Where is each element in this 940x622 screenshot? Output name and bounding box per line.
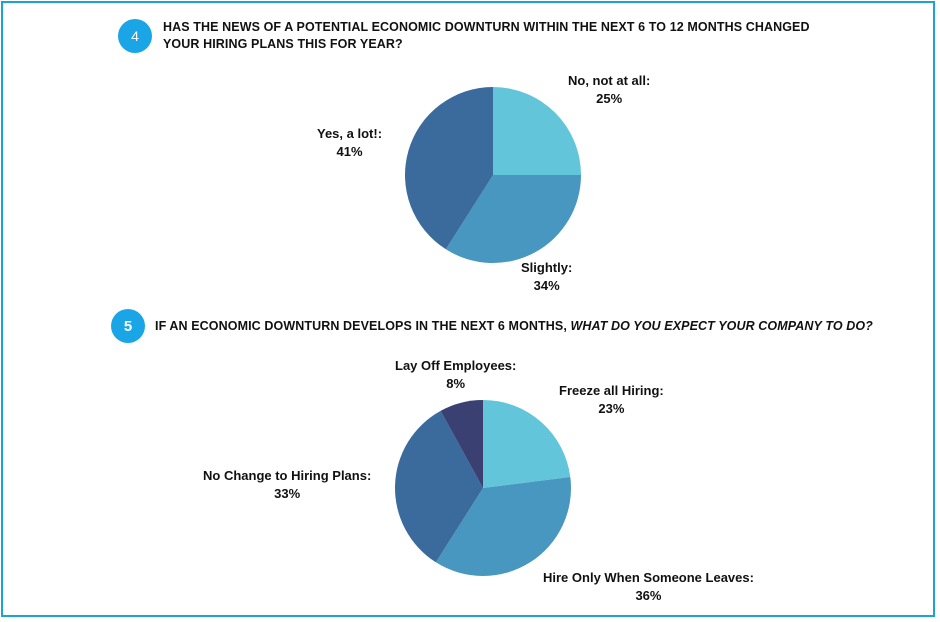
slice-label-lay-off-employees: Lay Off Employees: 8% xyxy=(395,357,516,393)
question-4-text: HAS THE NEWS OF A POTENTIAL ECONOMIC DOW… xyxy=(163,20,810,51)
slice-label-no-change-to-hiring-plans: No Change to Hiring Plans: 33% xyxy=(203,467,371,503)
slice-label-text: No, not at all: xyxy=(568,73,651,88)
pie-slice-lay-off-employees xyxy=(440,400,483,488)
question-5-text-plain: IF AN ECONOMIC DOWNTURN DEVELOPS IN THE … xyxy=(155,319,571,333)
pie-chart-hiring-plans-change xyxy=(404,87,581,263)
slice-label-hire-only-when-someone-leaves: Hire Only When Someone Leaves: 36% xyxy=(543,569,754,605)
slice-label-text: Lay Off Employees: xyxy=(395,358,517,373)
slice-label-value: 34% xyxy=(533,278,560,293)
slice-label-value: 8% xyxy=(446,376,466,391)
slice-label-yes-a-lot: Yes, a lot!: 41% xyxy=(317,125,382,161)
slice-label-no-not-at-all: No, not at all: 25% xyxy=(568,72,650,108)
slice-label-text: No Change to Hiring Plans: xyxy=(203,468,372,483)
slice-label-slightly: Slightly: 34% xyxy=(521,259,572,295)
slice-label-value: 33% xyxy=(274,486,301,501)
pie-chart-downturn-expectation xyxy=(395,400,571,576)
slice-label-text: Hire Only When Someone Leaves: xyxy=(543,570,754,585)
question-5-text: IF AN ECONOMIC DOWNTURN DEVELOPS IN THE … xyxy=(155,318,895,335)
pie-slice-hire-only-when-someone-leaves xyxy=(435,476,571,576)
question-4-number-badge: 4 xyxy=(118,19,152,53)
slice-label-text: Yes, a lot!: xyxy=(317,126,383,141)
pie-slice-no-change-to-hiring-plans xyxy=(395,410,483,563)
slice-label-value: 41% xyxy=(336,144,363,159)
pie-slice-no-not-at-all xyxy=(493,87,581,175)
pie-slice-slightly xyxy=(445,175,581,263)
question-5-number-badge: 5 xyxy=(111,309,145,343)
slice-label-freeze-all-hiring: Freeze all Hiring: 23% xyxy=(559,382,664,418)
slice-label-value: 23% xyxy=(598,401,625,416)
slice-label-text: Slightly: xyxy=(521,260,573,275)
question-5-text-italic: WHAT DO YOU EXPECT YOUR COMPANY TO DO? xyxy=(570,319,873,333)
pie-slice-freeze-all-hiring xyxy=(483,400,571,488)
slice-label-value: 36% xyxy=(635,588,662,603)
pie-slice-yes-a-lot xyxy=(404,87,493,250)
slice-label-value: 25% xyxy=(596,91,623,106)
slice-label-text: Freeze all Hiring: xyxy=(559,383,664,398)
